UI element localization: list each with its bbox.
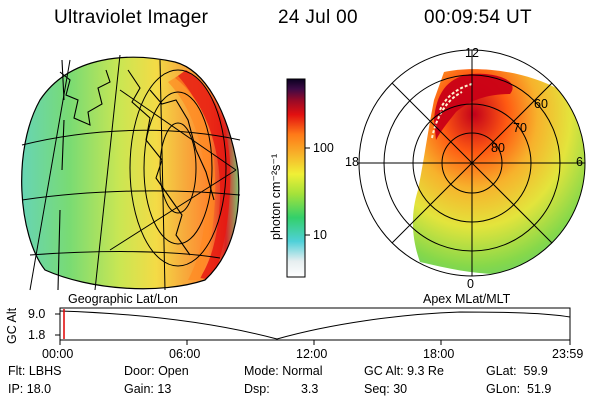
status-filter-value: LBHS	[28, 364, 62, 378]
observation-time: 00:09:54 UT	[424, 7, 532, 28]
status-gc-alt-value: 9.3 Re	[407, 364, 444, 378]
status-gc-alt: GC Alt: 9.3 Re	[364, 364, 444, 378]
status-ip-value: 18.0	[26, 382, 52, 396]
continent-outlines	[57, 59, 215, 291]
status-seq-value: 30	[393, 382, 408, 396]
status-glon-value: 51.9	[527, 382, 552, 396]
status-mode-value: Normal	[282, 364, 323, 378]
status-seq: Seq: 30	[364, 382, 408, 396]
status-mode: Mode: Normal	[244, 364, 323, 378]
timeline-xtick-1800: 18:00	[423, 347, 455, 361]
auroral-oval-bright-band	[168, 70, 231, 280]
status-dsp-value: 3.3	[300, 382, 319, 396]
status-door: Door: Open	[124, 364, 189, 378]
mlt-label-18: 18	[345, 155, 359, 169]
mlt-label-0: 0	[467, 277, 474, 291]
instrument-title: Ultraviolet Imager	[54, 7, 209, 28]
status-dsp: Dsp: 3.3	[244, 382, 319, 396]
lat-lon-grid	[21, 54, 241, 291]
mlt-label-12: 12	[465, 46, 479, 60]
observation-date: 24 Jul 00	[278, 7, 358, 28]
colorbar-tick-label-10: 10	[313, 228, 327, 242]
mlat-label-60: 60	[534, 97, 548, 111]
status-glat: GLat: 59.9	[486, 364, 548, 378]
colorbar-tick-label-100: 100	[313, 141, 334, 155]
geographic-projection-panel	[21, 54, 241, 291]
colorbar-unit-label: photon cm⁻²s⁻¹	[269, 153, 283, 240]
timeline-xtick-1200: 12:00	[296, 347, 328, 361]
timeline-xtick-2359: 23:59	[552, 347, 584, 361]
polar-grid	[358, 49, 586, 277]
colorbar-scale	[286, 78, 306, 278]
polar-mlat-mlt-panel	[358, 49, 586, 277]
timeline-ytick-label-1-8: 1.8	[28, 328, 46, 342]
timeline-frame	[59, 307, 571, 341]
timeline-xtick-0000: 00:00	[42, 347, 74, 361]
altitude-curve	[59, 310, 571, 340]
geographic-caption: Geographic Lat/Lon	[68, 292, 178, 306]
status-gain: Gain: 13	[124, 382, 172, 396]
mlat-label-80: 80	[491, 141, 505, 155]
intensity-colorbar	[286, 78, 310, 278]
orbit-altitude-timeline	[55, 307, 571, 345]
status-gain-value: 13	[157, 382, 172, 396]
timeline-ytick-label-9: 9.0	[28, 307, 46, 321]
apex-caption: Apex MLat/MLT	[423, 292, 511, 306]
timeline-xtick-0600: 06:00	[169, 347, 201, 361]
status-ip: IP: 18.0	[8, 382, 52, 396]
status-door-value: Open	[158, 364, 189, 378]
status-filter: Flt: LBHS	[8, 364, 62, 378]
timeline-ylabel: GC Alt	[5, 307, 19, 344]
mlt-label-6: 6	[576, 155, 583, 169]
status-glat-value: 59.9	[523, 364, 548, 378]
mlat-label-70: 70	[513, 121, 527, 135]
status-glon: GLon: 51.9	[486, 382, 552, 396]
earth-limb	[21, 56, 240, 290]
